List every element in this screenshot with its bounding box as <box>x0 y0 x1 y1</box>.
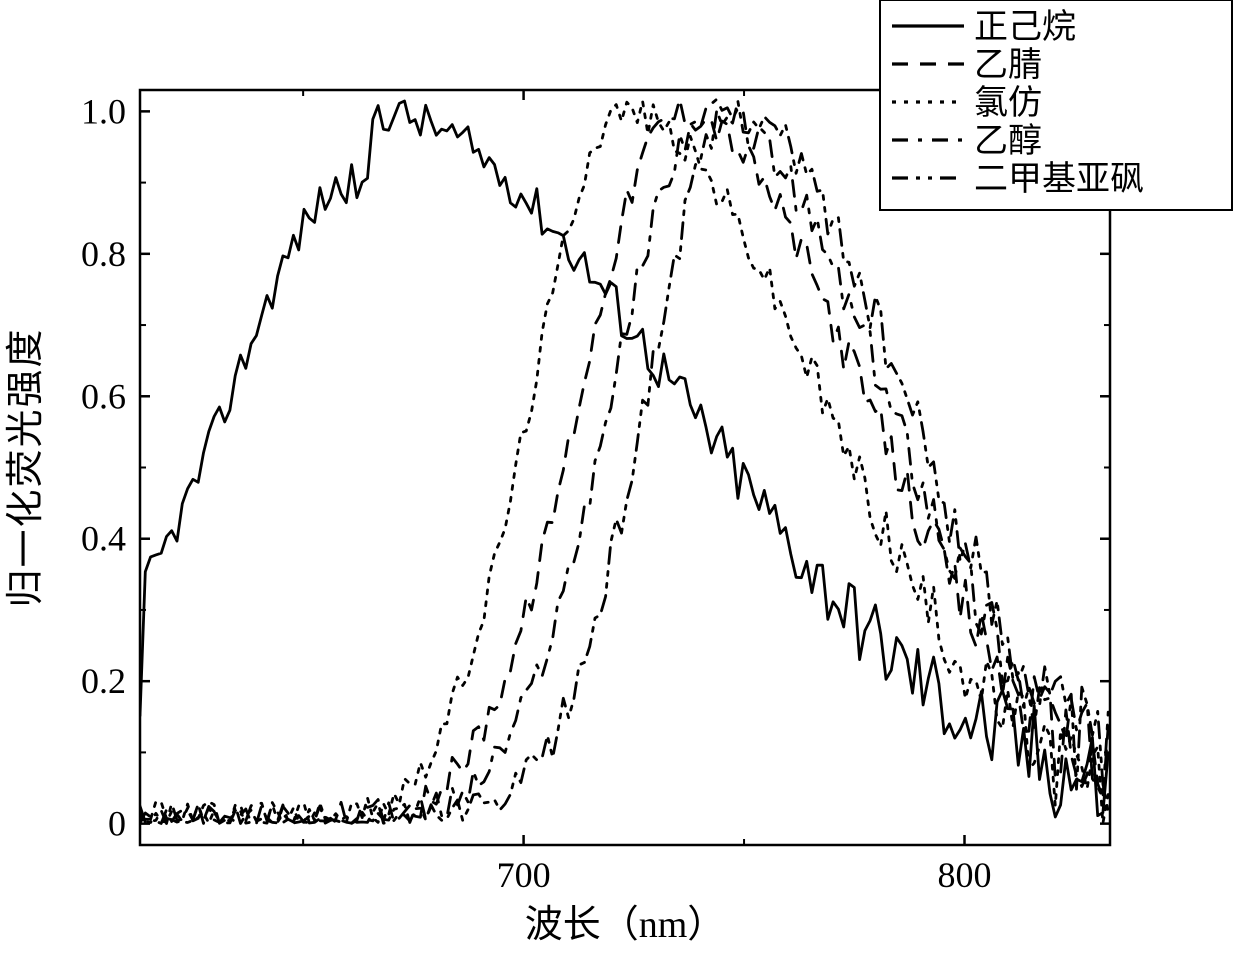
legend-label: 乙醇 <box>974 122 1042 160</box>
legend-label: 二甲基亚砜 <box>974 160 1144 198</box>
y-tick-label: 1.0 <box>81 91 126 131</box>
legend-label: 正己烷 <box>974 8 1076 46</box>
y-tick-label: 0.4 <box>81 519 126 559</box>
x-tick-label: 700 <box>497 855 551 895</box>
x-axis-label: 波长（nm） <box>525 904 726 946</box>
y-axis-label: 归一化荧光强度 <box>5 327 47 607</box>
legend-label: 氯仿 <box>974 84 1042 122</box>
y-tick-label: 0.8 <box>81 234 126 274</box>
chart-container: 700 800 0 0.2 0.4 0.6 0.8 1.0 波长（nm） 归一化荧光强度 正己烷乙腈… <box>0 0 1240 977</box>
legend-label: 乙腈 <box>974 47 1042 84</box>
x-tick-label: 800 <box>938 855 992 895</box>
y-tick-label: 0 <box>108 804 126 844</box>
spectrum-chart: 700 800 0 0.2 0.4 0.6 0.8 1.0 波长（nm） 归一化荧光强度 正己烷乙腈… <box>0 0 1240 977</box>
y-tick-label: 0.6 <box>81 376 126 416</box>
y-tick-label: 0.2 <box>81 661 126 701</box>
